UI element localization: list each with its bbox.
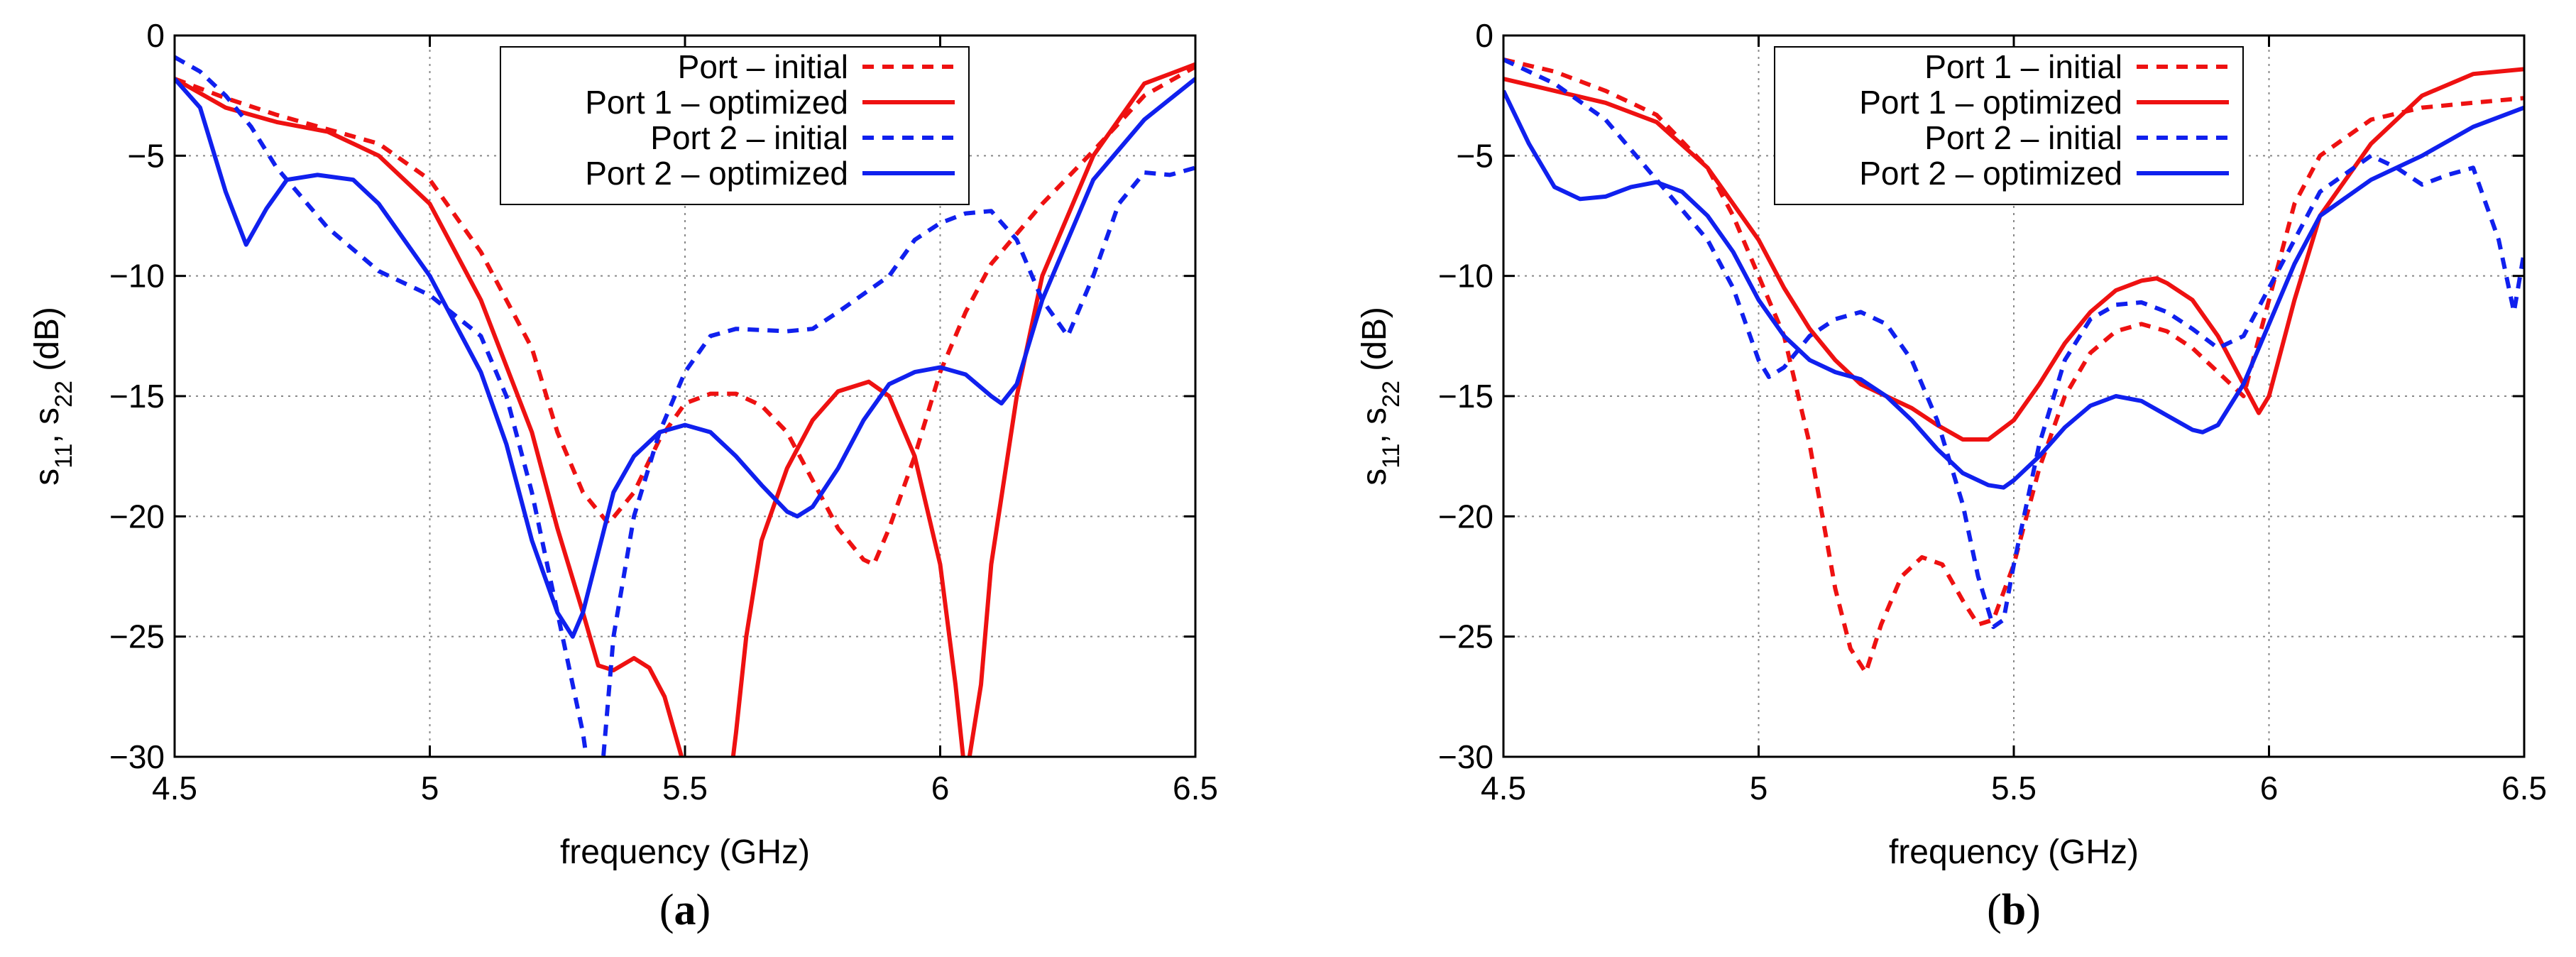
y-tick-label: −5: [128, 137, 165, 174]
y-label-unit: (dB): [28, 307, 66, 381]
x-tick-label: 6: [2260, 770, 2279, 806]
y-tick-label: 0: [1475, 17, 1493, 54]
x-tick-label: 4.5: [152, 770, 197, 806]
caption-open: (: [1987, 886, 2002, 934]
legend-label-4: Port 2 – optimized: [585, 155, 848, 192]
legend-label-1: Port – initial: [678, 48, 848, 85]
x-axis-label: frequency (GHz): [1889, 833, 2139, 871]
legend-label-2: Port 1 – optimized: [585, 84, 848, 121]
x-tick-label: 6: [931, 770, 950, 806]
y-tick-label: −20: [109, 498, 165, 535]
legend-label-1: Port 1 – initial: [1924, 48, 2122, 85]
y-label-sub2: 22: [1378, 381, 1405, 408]
y-label-s: s: [1356, 469, 1393, 486]
legend-label-3: Port 2 – initial: [650, 119, 848, 156]
y-tick-label: −30: [109, 738, 165, 775]
x-axis-label: frequency (GHz): [560, 833, 810, 871]
x-tick-label: 5: [421, 770, 439, 806]
y-axis-label: s11, s22 (dB): [1356, 307, 1405, 486]
legend-box: [1774, 46, 2244, 205]
y-tick-label: −30: [1438, 738, 1493, 775]
caption-letter: b: [2002, 886, 2026, 934]
series-line-3: [1503, 58, 2524, 630]
y-label-sub2: 22: [50, 381, 77, 408]
legend-label-3: Port 2 – initial: [1924, 119, 2122, 156]
y-tick-label: −25: [1438, 618, 1493, 655]
caption-letter: a: [674, 886, 696, 934]
series-line-1: [175, 65, 1195, 567]
series-group: [1503, 57, 2524, 675]
y-tick-label: −10: [109, 258, 165, 295]
y-label-sep: , s: [28, 408, 66, 444]
y-label-s: s: [28, 469, 66, 486]
y-tick-label: −25: [109, 618, 165, 655]
legend-label-4: Port 2 – optimized: [1859, 155, 2122, 192]
y-tick-label: −10: [1438, 258, 1493, 295]
y-label-sep: , s: [1356, 408, 1393, 444]
legend-box: [500, 46, 970, 205]
y-tick-label: 0: [146, 17, 165, 54]
x-tick-label: 5: [1750, 770, 1768, 806]
y-tick-label: −15: [109, 378, 165, 415]
caption-open: (: [659, 886, 674, 934]
caption-close: ): [696, 886, 711, 934]
series-line-2: [1503, 67, 2524, 442]
y-tick-label: −5: [1457, 137, 1493, 174]
caption-close: ): [2026, 886, 2041, 934]
panel-caption: (a): [659, 886, 711, 934]
x-tick-label: 4.5: [1481, 770, 1526, 806]
y-label-sub1: 11: [50, 444, 77, 469]
series-group: [175, 55, 1195, 757]
series-line-4: [175, 77, 1195, 639]
x-tick-label: 5.5: [1991, 770, 2037, 806]
series-line-4: [1503, 89, 2524, 490]
series-line-3: [175, 55, 1195, 757]
x-tick-label: 5.5: [662, 770, 708, 806]
chart-a: 4.5 5 5.5 6 6.5 −30 −25 −20 −15 −10 −5 0 frequency (…: [28, 17, 1218, 934]
chart-b: 4.5 5 5.5 6 6.5 −30 −25 −20 −15 −10 −5 0 frequency (…: [1356, 17, 2547, 934]
y-tick-label: −20: [1438, 498, 1493, 535]
y-tick-label: −15: [1438, 378, 1493, 415]
panel-caption: (b): [1987, 886, 2041, 934]
y-label-unit: (dB): [1356, 307, 1393, 381]
x-tick-label: 6.5: [2501, 770, 2547, 806]
legend-label-2: Port 1 – optimized: [1859, 84, 2122, 121]
y-label-sub1: 11: [1378, 444, 1405, 469]
y-axis-label: s11, s22 (dB): [28, 307, 77, 486]
series-line-2: [175, 62, 1195, 757]
x-tick-label: 6.5: [1173, 770, 1218, 806]
